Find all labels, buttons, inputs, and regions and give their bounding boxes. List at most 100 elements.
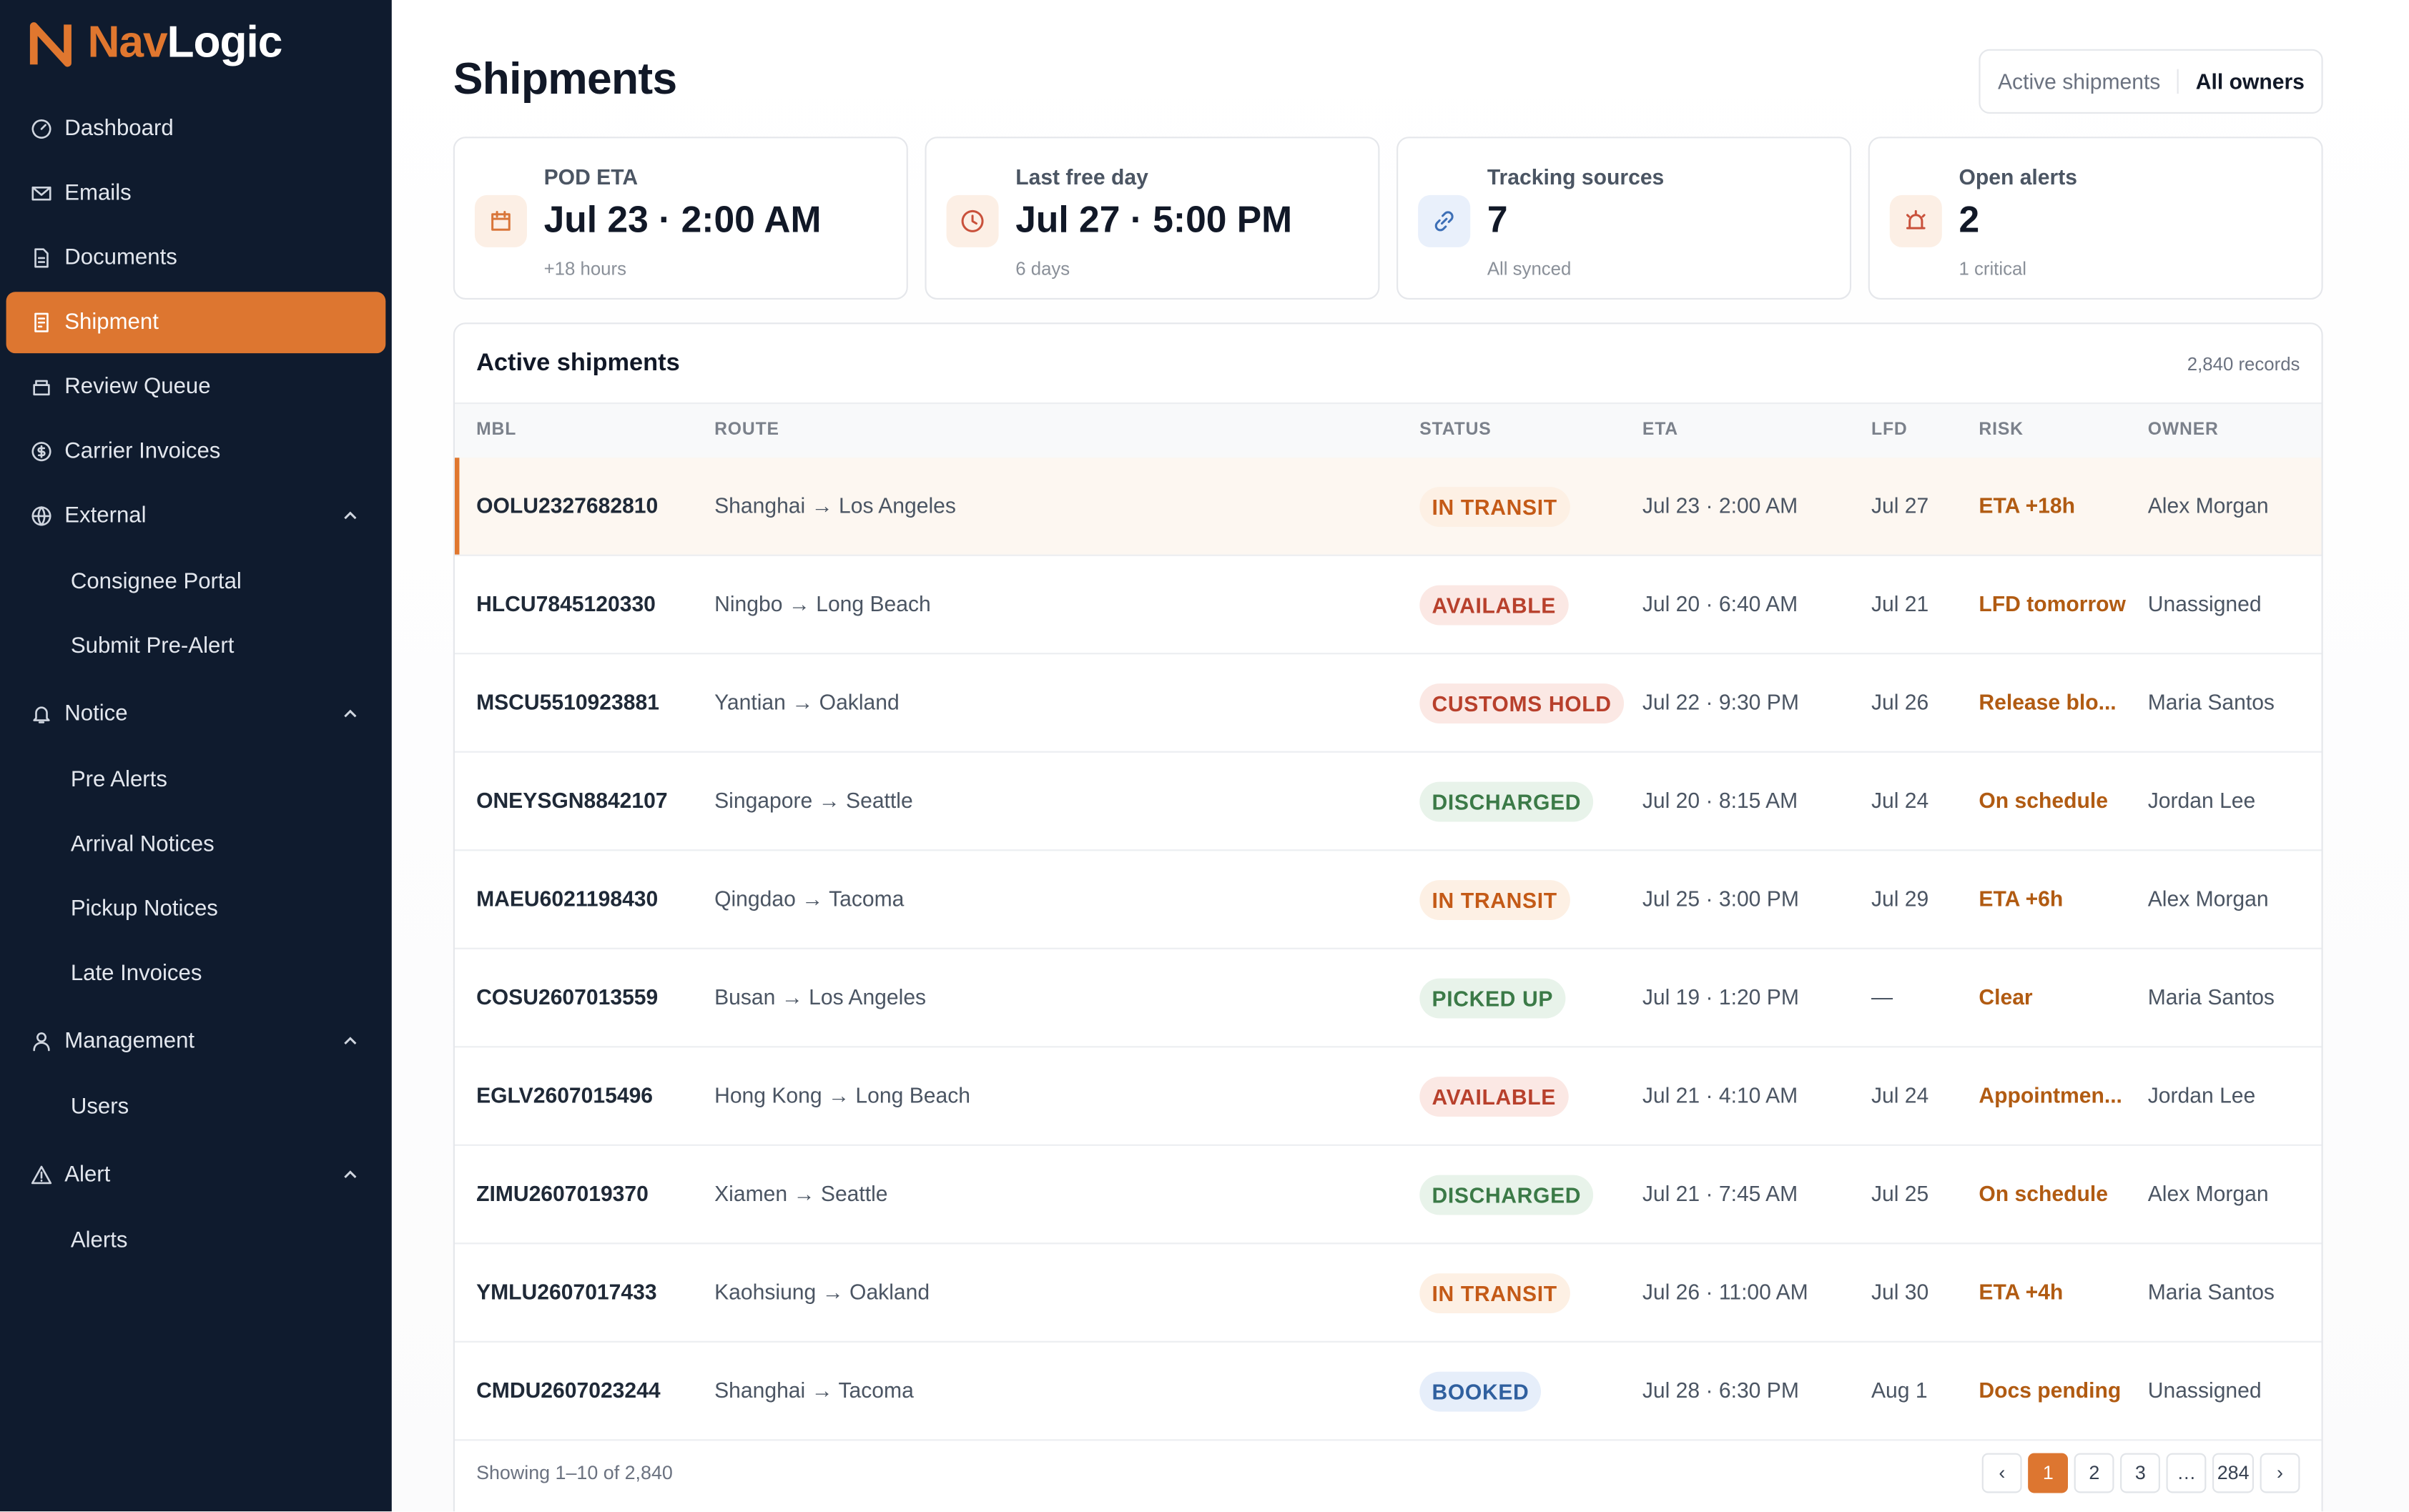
stat-icon	[474, 194, 527, 247]
nav-label: Alert	[64, 1162, 111, 1187]
icon	[33, 380, 50, 396]
nav-item[interactable]: External	[6, 485, 386, 547]
nav-label: Late Invoices	[70, 962, 202, 987]
status-badge: AVAILABLE	[1419, 1077, 1569, 1117]
cell-owner: Maria Santos	[2147, 1279, 2275, 1305]
table-row[interactable]: CMDU2607023244 Shanghai → Tacoma BOOKED Jul…	[454, 1343, 2322, 1441]
cell-risk: ETA +6h	[1979, 886, 2064, 911]
table-row[interactable]: EGLV2607015496 Hong Kong → Long Beach AVAI…	[454, 1047, 2322, 1146]
cell-route: Shanghai → Tacoma	[714, 1378, 914, 1403]
cell-lfd: Jul 30	[1871, 1279, 1929, 1305]
page-button[interactable]: 2	[2074, 1453, 2114, 1493]
page-button[interactable]: 3	[2120, 1453, 2161, 1493]
icon	[31, 442, 51, 462]
nav-item[interactable]: Consignee Portal	[6, 551, 386, 613]
stat-sub: 6 days	[1015, 257, 1070, 280]
table-title: Active shipments	[476, 350, 680, 377]
stat-sub: +18 hours	[543, 257, 627, 280]
table-panel: Active shipments 2,840 records MBL ROUTE S…	[453, 322, 2323, 1512]
cell-owner: Jordan Lee	[2147, 788, 2256, 813]
table-row[interactable]: HLCU7845120330 Ningbo → Long Beach AVAILAB…	[454, 556, 2322, 655]
cell-mbl: EGLV2607015496	[476, 1082, 654, 1108]
main: Shipments Active shipments All owners POD…	[391, 0, 2409, 1512]
cell-lfd: Jul 21	[1871, 591, 1929, 616]
nav-item[interactable]: Carrier Invoices	[6, 421, 386, 483]
cell-eta: Jul 23 · 2:00 AM	[1642, 493, 1798, 518]
table-row[interactable]: ZIMU2607019370 Xiamen → Seattle DISCHARGED…	[454, 1146, 2322, 1245]
page-button[interactable]: 284	[2212, 1453, 2254, 1493]
nav-item[interactable]: Users	[6, 1077, 386, 1138]
nav-label: Documents	[64, 245, 177, 271]
status-badge: DISCHARGED	[1419, 781, 1594, 822]
nav-item[interactable]: Notice	[6, 683, 386, 745]
icon	[33, 706, 50, 723]
cell-mbl: YMLU2607017433	[476, 1279, 657, 1305]
nav-item[interactable]: Review Queue	[6, 356, 386, 417]
table-footer: Showing 1–10 of 2,840	[476, 1462, 673, 1484]
cell-route: Yantian → Oakland	[714, 689, 900, 715]
nav-children: Consignee Portal Submit Pre-Alert	[0, 551, 392, 677]
status-badge: IN TRANSIT	[1419, 880, 1570, 921]
page-title: Shipments	[453, 55, 677, 105]
nav-item[interactable]: Dashboard	[6, 99, 386, 160]
status-badge: CUSTOMS HOLD	[1419, 683, 1624, 723]
icon	[1434, 211, 1454, 232]
nav-item[interactable]: Pickup Notices	[6, 879, 386, 940]
cell-mbl: ONEYSGN8842107	[476, 788, 668, 813]
cell-lfd: Jul 29	[1871, 886, 1929, 911]
table-row[interactable]: OOLU2327682810 Shanghai → Los Angeles IN T…	[454, 458, 2322, 556]
chevron	[344, 511, 357, 520]
cell-lfd: Jul 25	[1871, 1181, 1929, 1206]
filter[interactable]: All owners	[2177, 69, 2322, 94]
stat-sub: All synced	[1487, 257, 1572, 280]
cell-risk: On schedule	[1979, 1181, 2108, 1206]
brand-first: Nav	[87, 18, 167, 68]
brand: NavLogic	[29, 19, 282, 69]
nav-item[interactable]: Management	[6, 1011, 386, 1072]
table-row[interactable]: COSU2607013559 Busan → Los Angeles PICKED …	[454, 949, 2322, 1048]
nav-item[interactable]: Pre Alerts	[6, 750, 386, 811]
column-header: STATUS	[1419, 420, 1492, 440]
nav-item[interactable]: Submit Pre-Alert	[6, 616, 386, 678]
table-row[interactable]: YMLU2607017433 Kaohsiung → Oakland IN TRAN…	[454, 1244, 2322, 1343]
cell-route: Busan → Los Angeles	[714, 984, 927, 1009]
cell-mbl: COSU2607013559	[476, 984, 659, 1009]
page-button[interactable]: ›	[2260, 1453, 2300, 1493]
nav-item[interactable]: Emails	[6, 163, 386, 224]
column-header: ROUTE	[714, 420, 779, 440]
nav-item[interactable]: Shipment	[6, 292, 386, 354]
nav-item[interactable]: Alerts	[6, 1210, 386, 1272]
cell-eta: Jul 26 · 11:00 AM	[1642, 1279, 1808, 1305]
page-button[interactable]: ‹	[1981, 1453, 2022, 1493]
cell-mbl: OOLU2327682810	[476, 493, 659, 518]
nav-item[interactable]: Arrival Notices	[6, 814, 386, 876]
page-button[interactable]: …	[2166, 1453, 2207, 1493]
cell-owner: Jordan Lee	[2147, 1082, 2256, 1108]
column-header: MBL	[476, 420, 517, 440]
cell-owner: Unassigned	[2147, 591, 2262, 616]
nav-label: Pre Alerts	[70, 768, 167, 793]
status-badge: IN TRANSIT	[1419, 487, 1570, 527]
table-row[interactable]: ONEYSGN8842107 Singapore → Seattle DISCHAR…	[454, 753, 2322, 851]
icon	[961, 209, 984, 232]
cell-route: Singapore → Seattle	[714, 788, 913, 813]
stat-icon	[1418, 194, 1471, 247]
table-row[interactable]: MAEU6021198430 Qingdao → Tacoma IN TRANSIT…	[454, 851, 2322, 949]
stat-value: Jul 23 · 2:00 AM	[543, 199, 822, 242]
cell-lfd: Jul 24	[1871, 1082, 1929, 1108]
stat-icon	[946, 194, 999, 247]
cell-mbl: MAEU6021198430	[476, 886, 659, 911]
nav-item[interactable]: Alert	[6, 1145, 386, 1206]
nav-label: Dashboard	[64, 117, 174, 142]
nav-item[interactable]: Documents	[6, 227, 386, 289]
status-badge: PICKED UP	[1419, 978, 1566, 1019]
status-badge: DISCHARGED	[1419, 1175, 1594, 1215]
cell-route: Kaohsiung → Oakland	[714, 1279, 930, 1305]
stat-sub: 1 critical	[1959, 257, 2027, 280]
nav-item[interactable]: Late Invoices	[6, 943, 386, 1004]
table-row[interactable]: MSCU5510923881 Yantian → Oakland CUSTOMS H…	[454, 654, 2322, 753]
cell-mbl: CMDU2607023244	[476, 1378, 661, 1403]
page-button[interactable]: 1	[2028, 1453, 2069, 1493]
filter[interactable]: Active shipments	[1997, 69, 2161, 94]
cell-risk: Docs pending	[1979, 1378, 2122, 1403]
